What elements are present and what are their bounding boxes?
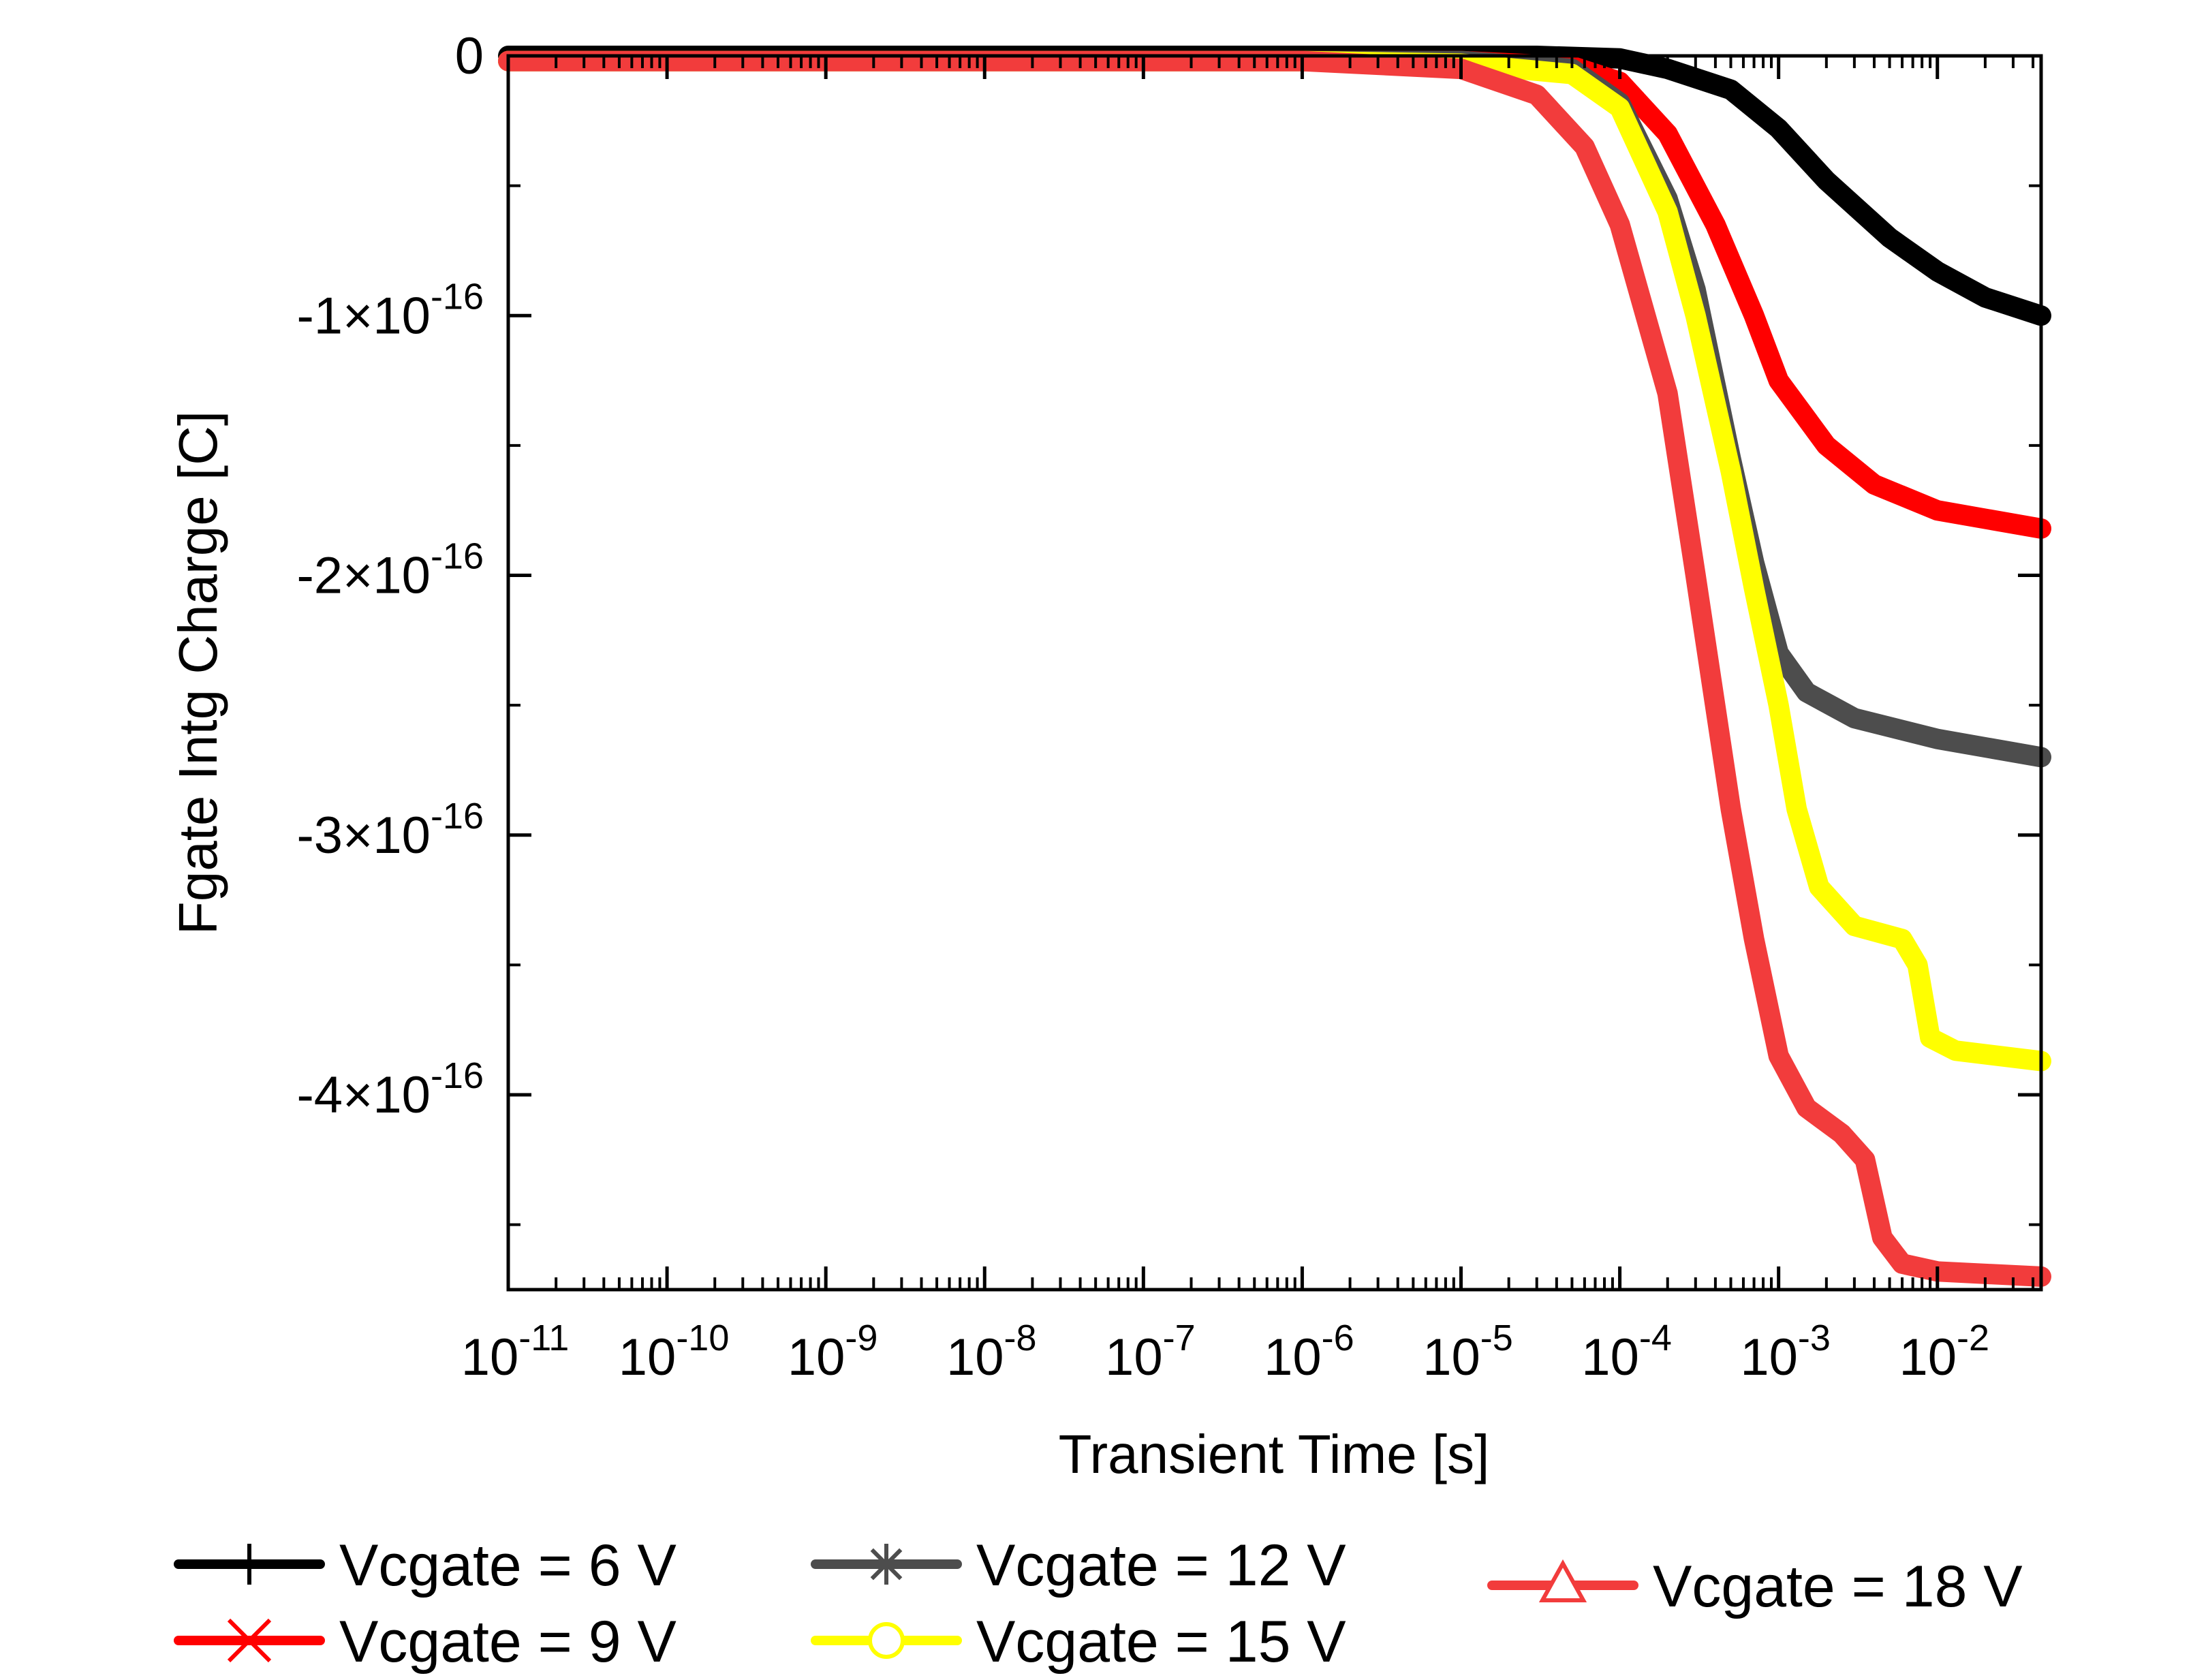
axes-layer: 10-11 10-10 10-9 10-8 10-7 10-6 10-5 10-4 10-3 10…: [296, 27, 2041, 1386]
legend-label: Vcgate = 6 V: [339, 1533, 677, 1598]
x-tick-label: 10-2: [1899, 1318, 1989, 1386]
series-line-3: [498, 50, 2051, 1072]
x-tick-label: 10-6: [1264, 1318, 1354, 1386]
legend-item-4: Vcgate = 18 V: [1487, 1554, 2023, 1619]
legend-item-1: Vcgate = 9 V: [174, 1609, 677, 1675]
legend: Vcgate = 6 V Vcgate = 9 V Vcgate = 12 V Vcg…: [174, 1533, 2023, 1675]
legend-label: Vcgate = 15 V: [976, 1609, 1346, 1675]
legend-label: Vcgate = 9 V: [339, 1609, 677, 1675]
y-tick-label: -1×10-16: [296, 276, 484, 345]
x-tick-label: 10-10: [619, 1318, 730, 1386]
y-tick-label: -3×10-16: [296, 796, 484, 865]
legend-item-3: Vcgate = 15 V: [811, 1609, 1346, 1675]
series-line-4: [498, 50, 2051, 1287]
legend-marker-plus-icon: [229, 1544, 270, 1585]
legend-item-2: Vcgate = 12 V: [811, 1533, 1346, 1598]
y-tick-label: 0: [455, 27, 484, 85]
x-tick-label: 10-8: [946, 1318, 1037, 1386]
x-tick-label: 10-3: [1740, 1318, 1831, 1386]
legend-marker-asterisk-icon: [866, 1544, 907, 1585]
x-tick-label: 10-9: [788, 1318, 878, 1386]
x-tick-label: 10-4: [1581, 1318, 1672, 1386]
legend-marker-x-icon: [227, 1618, 272, 1663]
plot-frame: [506, 54, 2043, 1292]
legend-label: Vcgate = 12 V: [976, 1533, 1346, 1598]
y-tick-label: -2×10-16: [296, 536, 484, 605]
legend-item-0: Vcgate = 6 V: [174, 1533, 677, 1598]
y-tick-label: -4×10-16: [296, 1055, 484, 1124]
legend-marker-circle-icon: [868, 1622, 905, 1659]
x-tick-label: 10-11: [461, 1318, 570, 1386]
y-axis-title: Fgate Intg Charge [C]: [168, 411, 228, 935]
x-tick-label: 10-5: [1423, 1318, 1513, 1386]
x-axis-title: Transient Time [s]: [1059, 1424, 1490, 1484]
legend-label: Vcgate = 18 V: [1653, 1554, 2023, 1619]
x-tick-label: 10-7: [1105, 1318, 1196, 1386]
legend-marker-triangle-icon: [1538, 1559, 1587, 1602]
